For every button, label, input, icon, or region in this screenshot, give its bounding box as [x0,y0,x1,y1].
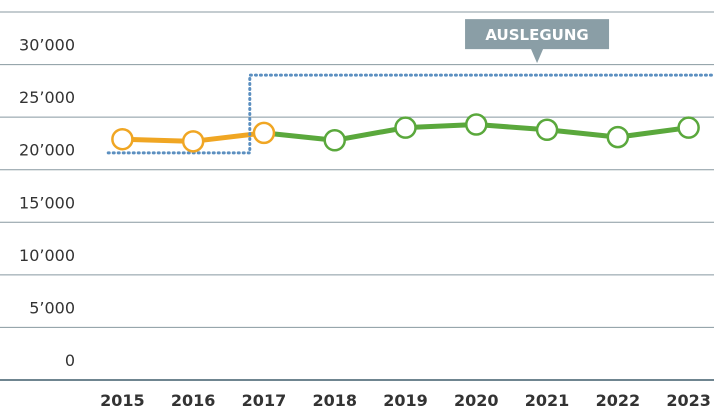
point [111,127,134,151]
x-tick-label: 2023 [666,391,711,410]
x-tick-label: 2015 [100,391,145,410]
x-tick-label: 2020 [454,391,499,410]
y-tick-label: 10’000 [19,246,75,265]
point [181,130,205,153]
x-tick-label: 2019 [383,391,428,410]
y-tick-label: 5’000 [29,298,75,317]
point [606,125,630,149]
y-tick-label: 15’000 [19,193,75,212]
y-tick-label: 20’000 [19,141,75,160]
point [394,116,417,139]
y-tick-label: 25’000 [19,88,75,107]
callout-box [465,19,610,64]
x-tick-label: 2017 [242,391,287,410]
callout-label: AUSLEGUNG [485,26,588,44]
y-tick-label: 0 [65,351,75,370]
x-tick-label: 2018 [312,391,357,410]
point [323,129,346,152]
point [535,118,559,142]
point [465,113,488,136]
x-tick-label: 2022 [596,391,641,410]
x-tick-label: 2021 [525,391,570,410]
design-line [106,73,714,155]
point [677,116,700,139]
point [252,121,276,145]
x-tick-label: 2016 [171,391,216,410]
y-tick-label: 30’000 [19,36,75,55]
